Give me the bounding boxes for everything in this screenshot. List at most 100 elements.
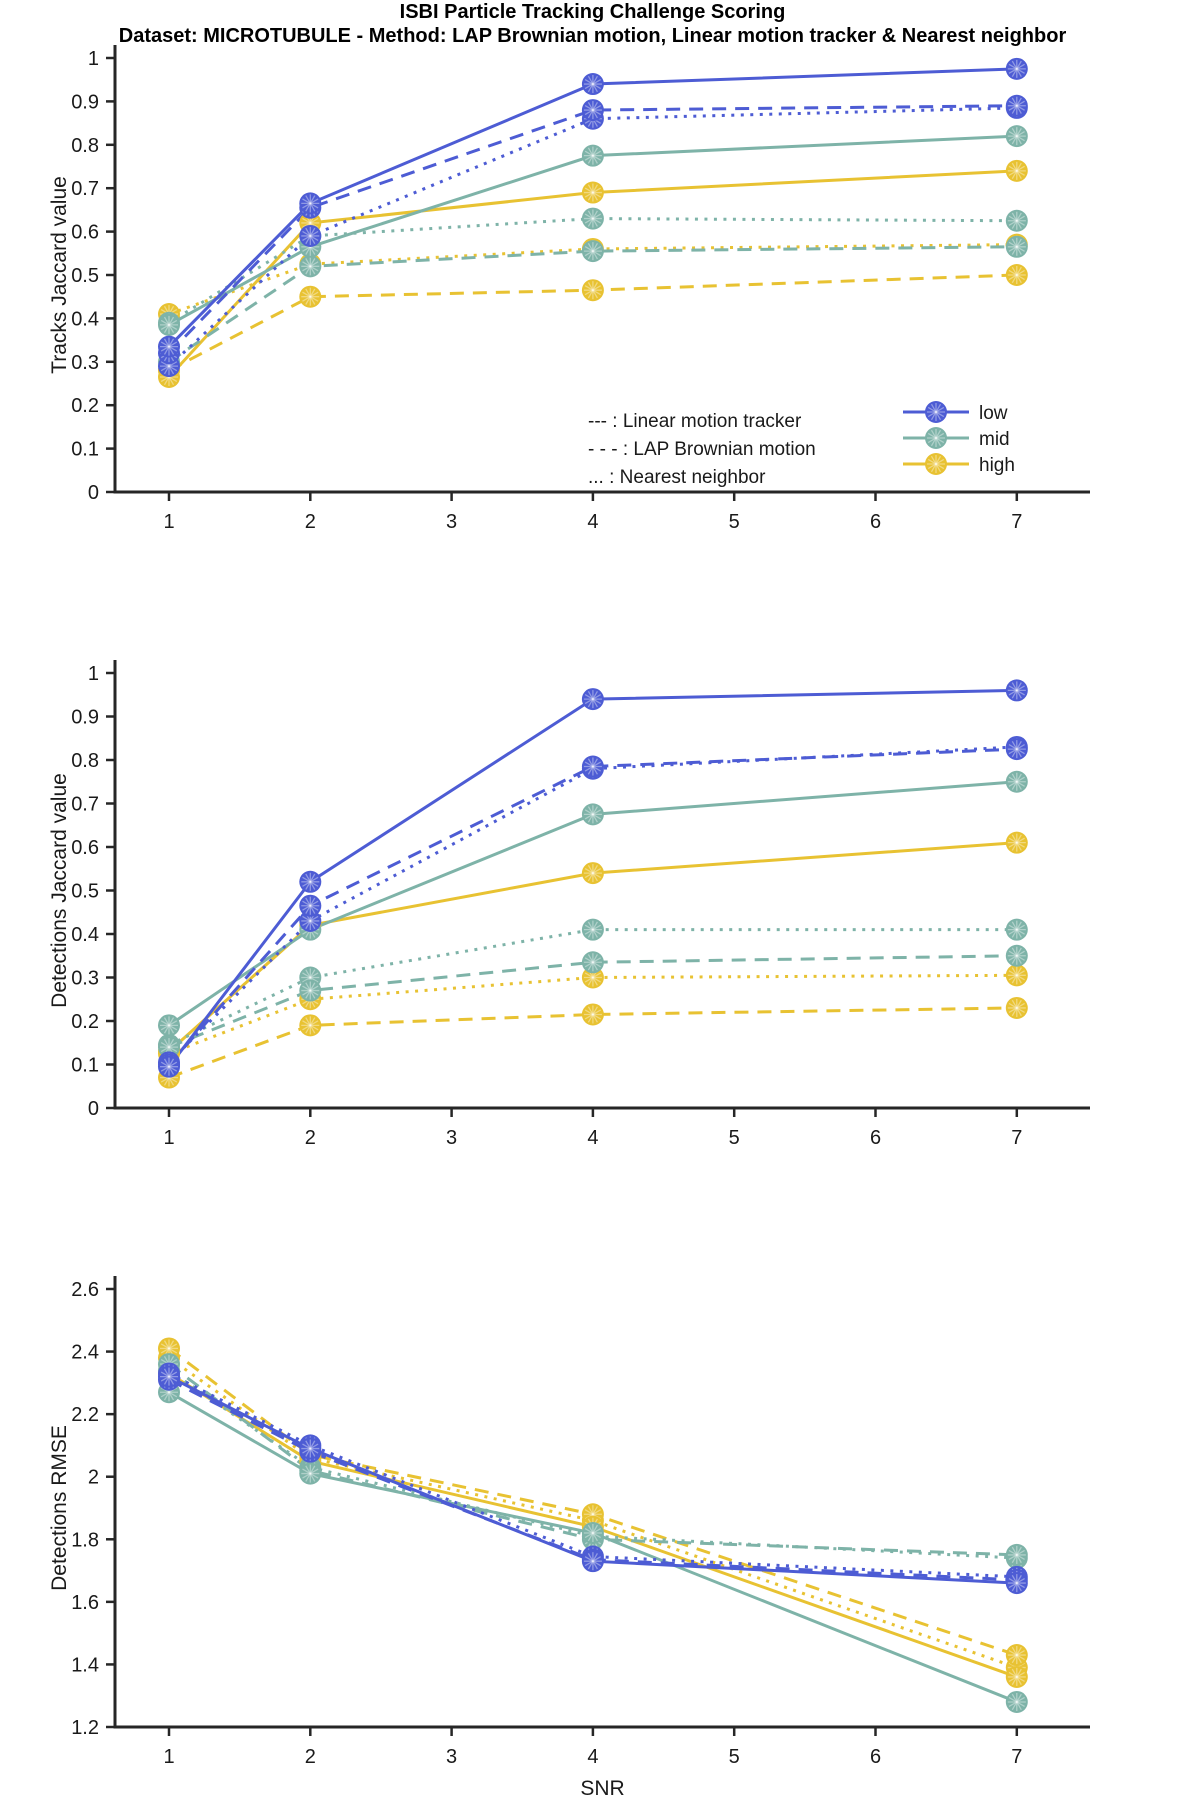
marker-ray xyxy=(160,341,178,352)
marker-ray xyxy=(587,921,598,938)
marker-ray xyxy=(1011,212,1022,229)
x-tick-label: 6 xyxy=(870,1127,881,1149)
x-tick-label: 2 xyxy=(305,1127,316,1149)
marker-ray xyxy=(587,101,598,119)
legend-style-entry: --- : Linear motion tracker xyxy=(588,411,802,432)
marker-ray xyxy=(1008,1671,1025,1683)
x-tick-label: 6 xyxy=(870,511,881,533)
marker-ray xyxy=(302,972,319,983)
marker-ray xyxy=(587,147,598,164)
marker-ray xyxy=(160,1343,178,1354)
marker-ray xyxy=(302,1020,319,1031)
marker-high-solid-snr7 xyxy=(1005,831,1028,854)
marker-high-solid-snr4 xyxy=(581,181,604,204)
marker-ray xyxy=(1008,970,1025,981)
x-tick-label: 2 xyxy=(305,1746,316,1768)
x-tick-label: 1 xyxy=(163,1746,174,1768)
marker-ray xyxy=(587,806,598,823)
marker-mid-dashed-snr2 xyxy=(299,979,322,1002)
y-tick-label: 0.4 xyxy=(71,308,99,330)
marker-ray xyxy=(587,210,598,227)
marker-ray xyxy=(1011,947,1022,964)
marker-mid-solid-snr4 xyxy=(581,803,604,826)
marker-ray xyxy=(1011,266,1022,284)
marker-ray xyxy=(160,1042,178,1053)
marker-ray xyxy=(302,217,319,228)
marker-ray xyxy=(305,1465,316,1482)
marker-ray xyxy=(584,285,602,296)
marker-ray xyxy=(1011,740,1022,758)
marker-ray xyxy=(302,972,319,983)
marker-mid-dashed-snr4 xyxy=(581,240,604,263)
marker-ray xyxy=(1008,1549,1025,1561)
marker-mid-dashed-snr1 xyxy=(158,1036,180,1059)
marker-low-solid-snr4 xyxy=(581,1550,604,1573)
marker-ray xyxy=(1008,63,1025,74)
marker-low-solid-snr7 xyxy=(1005,1572,1028,1595)
y-tick-label: 0 xyxy=(88,1098,99,1120)
marker-high-solid-snr7 xyxy=(1005,159,1028,182)
marker-ray xyxy=(1011,238,1022,255)
marker-ray xyxy=(587,806,598,823)
marker-ray xyxy=(1008,1002,1025,1014)
y-tick-label: 0.9 xyxy=(71,91,99,113)
marker-ray xyxy=(305,195,316,212)
marker-high-solid-snr4 xyxy=(581,862,604,885)
marker-low-solid-snr2 xyxy=(299,1437,322,1460)
marker-ray xyxy=(584,187,602,198)
marker-ray xyxy=(302,230,319,242)
marker-ray xyxy=(1011,682,1022,699)
marker-ray xyxy=(1008,1696,1025,1708)
legend-color-label: high xyxy=(979,455,1015,476)
marker-ray xyxy=(587,101,598,119)
marker-ray xyxy=(587,75,598,93)
series-line-low-dashed xyxy=(167,747,1017,1066)
marker-ray xyxy=(302,291,319,302)
marker-ray xyxy=(1011,97,1022,114)
marker-ray xyxy=(584,868,602,879)
y-tick-label: 2.2 xyxy=(71,1404,99,1426)
marker-ray xyxy=(160,1371,178,1382)
marker-ray xyxy=(302,1443,319,1454)
marker-mid-dashed-snr4 xyxy=(581,951,604,974)
marker-ray xyxy=(302,230,319,242)
marker-ray xyxy=(302,198,319,209)
marker-ray xyxy=(584,213,602,224)
marker-ray xyxy=(587,1553,598,1570)
marker-ray xyxy=(1008,924,1025,935)
marker-ray xyxy=(1011,97,1022,114)
marker-mid-dotted-snr7 xyxy=(1005,918,1028,941)
marker-ray xyxy=(1011,834,1022,851)
marker-ray xyxy=(927,432,945,444)
legend-color-label: mid xyxy=(979,429,1010,450)
marker-ray xyxy=(1008,950,1025,961)
marker-ray xyxy=(584,78,602,90)
marker-ray xyxy=(302,915,319,927)
marker-ray xyxy=(587,210,598,227)
y-tick-label: 1.4 xyxy=(71,1654,99,1676)
chart-3: 1.2 1.4 1.6 1.8 2 2.2 2.4 2.6 1 2 3 4 5 6 7 SNR Detectio… xyxy=(48,1276,1090,1800)
marker-ray xyxy=(1008,1549,1025,1561)
marker-ray xyxy=(587,242,598,260)
y-tick-label: 0.7 xyxy=(71,178,99,200)
marker-ray xyxy=(1008,269,1025,281)
marker-ray xyxy=(930,429,942,447)
marker-ray xyxy=(160,1042,178,1053)
marker-ray xyxy=(160,341,178,352)
marker-ray xyxy=(1011,1693,1022,1711)
marker-ray xyxy=(1011,127,1022,145)
x-axis-title: SNR xyxy=(580,1777,624,1800)
y-tick-label: 0.6 xyxy=(71,837,99,859)
marker-ray xyxy=(305,982,316,999)
marker-high-dashed-snr4 xyxy=(581,1003,604,1026)
marker-ray xyxy=(1008,1671,1025,1683)
marker-low-solid-snr1 xyxy=(158,1365,180,1388)
series-line-low-dotted xyxy=(167,106,1017,368)
marker-ray xyxy=(584,1009,602,1020)
marker-ray xyxy=(927,406,945,418)
marker-ray xyxy=(587,1006,598,1023)
series-line-high-dashed xyxy=(168,273,1017,372)
y-tick-label: 0.2 xyxy=(71,1011,99,1033)
marker-ray xyxy=(1011,740,1022,758)
marker-low-solid-snr4 xyxy=(581,73,604,96)
